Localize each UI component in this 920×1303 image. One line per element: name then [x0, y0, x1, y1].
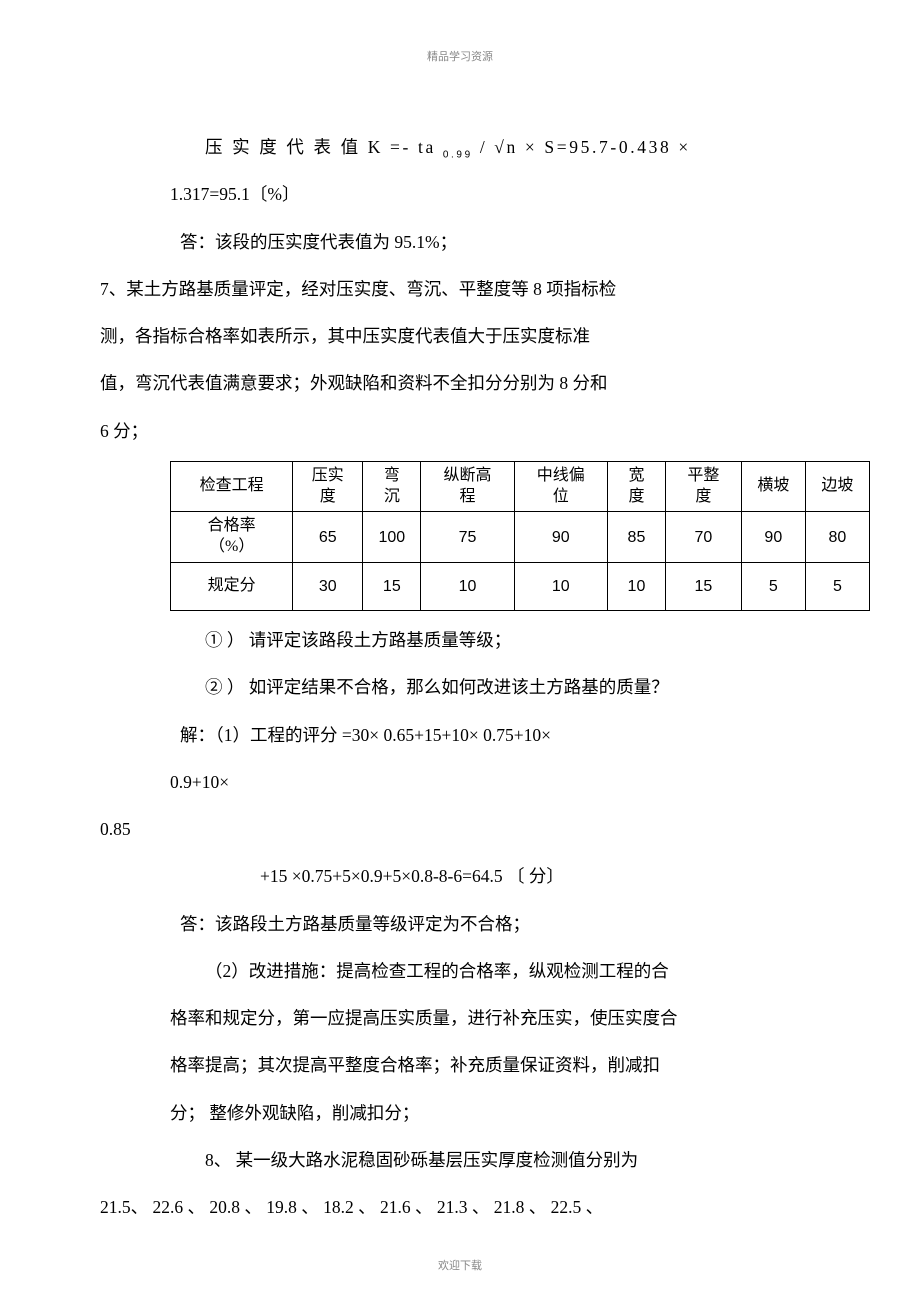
formula-line-2: 1.317=95.1〔%〕 — [100, 171, 820, 218]
table-header-cell: 中线偏位 — [514, 461, 607, 512]
table-cell: 100 — [363, 512, 421, 563]
data-table: 检查工程 压实度 弯沉 纵断高程 中线偏位 宽度 平整度 横坡 边坡 合格率（%… — [170, 461, 870, 611]
q8-line-1: 8、 某一级大路水泥稳固砂砾基层压实厚度检测值分别为 — [100, 1137, 820, 1184]
table-header-cell: 宽度 — [607, 461, 665, 512]
table-cell: 15 — [363, 562, 421, 610]
table-cell: 75 — [421, 512, 514, 563]
solution-line-1: 解：（1）工程的评分 =30× 0.65+15+10× 0.75+10× — [100, 712, 820, 759]
table-cell: 30 — [293, 562, 363, 610]
table-header-cell: 弯沉 — [363, 461, 421, 512]
q7-line3: 值，弯沉代表值满意要求；外观缺陷和资料不全扣分分别为 8 分和 — [100, 360, 820, 407]
table-row: 规定分 30 15 10 10 10 15 5 5 — [171, 562, 870, 610]
table-cell: 90 — [514, 512, 607, 563]
page-footer: 欢迎下载 — [0, 1257, 920, 1273]
formula-subscript: 0.99 — [443, 150, 473, 161]
answer-2: 答：该路段土方路基质量等级评定为不合格； — [100, 901, 820, 948]
sub-question-2: ② ） 如评定结果不合格，那么如何改进该土方路基的质量？ — [100, 664, 820, 711]
table-cell: 70 — [666, 512, 742, 563]
improve-line-3: 格率提高；其次提高平整度合格率；补充质量保证资料，削减扣 — [100, 1042, 820, 1089]
table-header-row: 检查工程 压实度 弯沉 纵断高程 中线偏位 宽度 平整度 横坡 边坡 — [171, 461, 870, 512]
table-cell: 65 — [293, 512, 363, 563]
table-row-label: 合格率（%） — [171, 512, 293, 563]
table-header-cell: 纵断高程 — [421, 461, 514, 512]
table-cell: 15 — [666, 562, 742, 610]
q7-line2: 测，各指标合格率如表所示，其中压实度代表值大于压实度标准 — [100, 313, 820, 360]
q7-line4: 6 分； — [100, 408, 820, 455]
formula-text-1: 压 实 度 代 表 值 K =- ta — [205, 137, 443, 157]
solution-085: 0.85 — [100, 806, 820, 853]
table-cell: 5 — [805, 562, 869, 610]
formula-text-2: / √n × S=95.7-0.438 × — [473, 137, 691, 157]
improve-line-4: 分； 整修外观缺陷，削减扣分； — [100, 1090, 820, 1137]
table-cell: 90 — [741, 512, 805, 563]
table-cell: 10 — [607, 562, 665, 610]
q7-line1: 7、某土方路基质量评定，经对压实度、弯沉、平整度等 8 项指标检 — [100, 266, 820, 313]
table-header-cell: 压实度 — [293, 461, 363, 512]
document-content: 压 实 度 代 表 值 K =- ta 0.99 / √n × S=95.7-0… — [100, 124, 820, 1231]
table-header-cell: 平整度 — [666, 461, 742, 512]
table-header-cell: 横坡 — [741, 461, 805, 512]
improve-line-1: （2）改进措施：提高检查工程的合格率，纵观检测工程的合 — [100, 948, 820, 995]
sub-question-1: ① ） 请评定该路段土方路基质量等级； — [100, 617, 820, 664]
table-cell: 10 — [514, 562, 607, 610]
table-cell: 5 — [741, 562, 805, 610]
table-header-cell: 边坡 — [805, 461, 869, 512]
formula-line-1: 压 实 度 代 表 值 K =- ta 0.99 / √n × S=95.7-0… — [100, 124, 820, 171]
page-header: 精品学习资源 — [100, 48, 820, 64]
table-row-label: 规定分 — [171, 562, 293, 610]
table-row: 合格率（%） 65 100 75 90 85 70 90 80 — [171, 512, 870, 563]
table-header-cell: 检查工程 — [171, 461, 293, 512]
improve-line-2: 格率和规定分，第一应提高压实质量，进行补充压实，使压实度合 — [100, 995, 820, 1042]
table-cell: 10 — [421, 562, 514, 610]
table-cell: 80 — [805, 512, 869, 563]
solution-line-2: 0.9+10× — [100, 759, 820, 806]
q8-line-2: 21.5、 22.6 、 20.8 、 19.8 、 18.2 、 21.6 、… — [100, 1184, 820, 1231]
table-cell: 85 — [607, 512, 665, 563]
solution-line-3: +15 ×0.75+5×0.9+5×0.8-8-6=64.5 〔 分〕 — [100, 853, 820, 900]
answer-1: 答：该段的压实度代表值为 95.1%； — [100, 219, 820, 266]
